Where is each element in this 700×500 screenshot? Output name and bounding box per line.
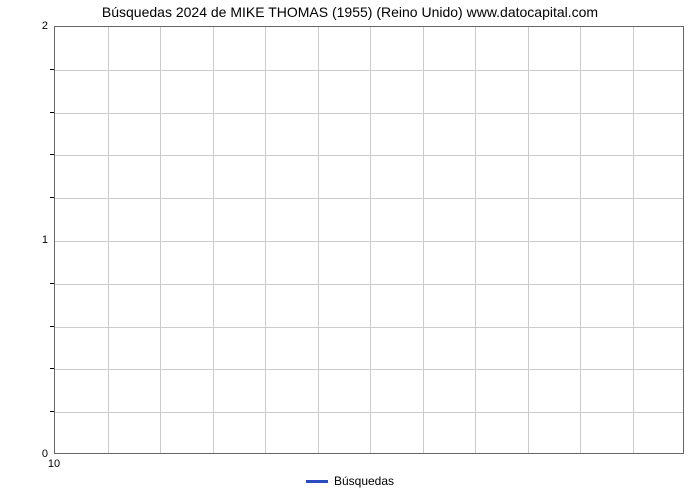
grid-line-horizontal — [55, 369, 683, 370]
y-tick-label: 1 — [28, 234, 48, 246]
grid-line-vertical — [160, 27, 161, 453]
grid-line-horizontal — [55, 198, 683, 199]
y-minor-tick — [50, 112, 54, 113]
y-minor-tick — [50, 197, 54, 198]
y-minor-tick — [50, 154, 54, 155]
grid-line-horizontal — [55, 284, 683, 285]
grid-line-vertical — [265, 27, 266, 453]
grid-line-vertical — [370, 27, 371, 453]
chart-container: Búsquedas 2024 de MIKE THOMAS (1955) (Re… — [0, 0, 700, 500]
legend: Búsquedas — [0, 473, 700, 488]
grid-line-horizontal — [55, 327, 683, 328]
grid-line-vertical — [633, 27, 634, 453]
y-tick-label: 2 — [28, 20, 48, 32]
y-minor-tick — [50, 283, 54, 284]
grid-line-horizontal — [55, 113, 683, 114]
grid-line-horizontal — [55, 70, 683, 71]
y-minor-tick — [50, 411, 54, 412]
grid-line-horizontal — [55, 241, 683, 242]
plot-area — [54, 26, 684, 454]
y-minor-tick — [50, 326, 54, 327]
grid-line-vertical — [213, 27, 214, 453]
grid-line-vertical — [423, 27, 424, 453]
y-minor-tick — [50, 368, 54, 369]
legend-line — [306, 480, 328, 483]
x-tick-label: 10 — [48, 458, 60, 470]
legend-label: Búsquedas — [334, 474, 394, 488]
chart-title: Búsquedas 2024 de MIKE THOMAS (1955) (Re… — [0, 4, 700, 20]
y-minor-tick — [50, 69, 54, 70]
grid-line-vertical — [318, 27, 319, 453]
grid-line-vertical — [528, 27, 529, 453]
grid-line-horizontal — [55, 155, 683, 156]
grid-line-vertical — [108, 27, 109, 453]
grid-line-horizontal — [55, 412, 683, 413]
grid-line-vertical — [475, 27, 476, 453]
grid-line-vertical — [580, 27, 581, 453]
y-tick-label: 0 — [28, 448, 48, 460]
